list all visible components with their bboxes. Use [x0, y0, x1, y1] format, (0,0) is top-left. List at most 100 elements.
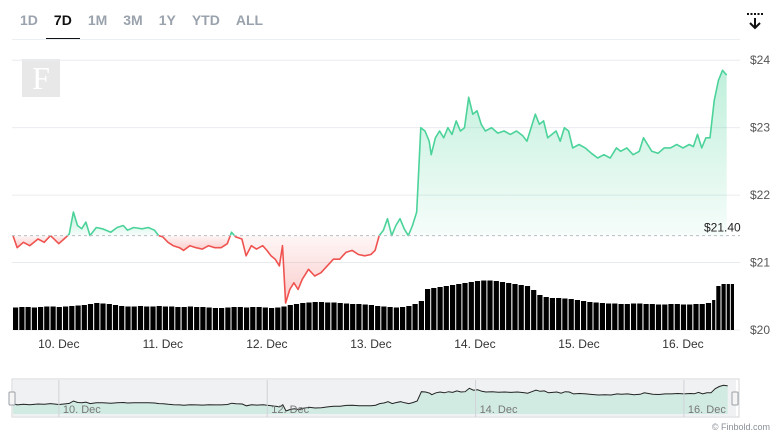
volume-bar: [206, 307, 212, 330]
volume-bar: [400, 307, 406, 330]
volume-bar: [25, 307, 31, 330]
tab-1m[interactable]: 1M: [87, 12, 108, 28]
volume-bar: [131, 306, 137, 330]
volume-bar: [325, 302, 331, 330]
volume-bar: [556, 298, 562, 330]
volume-bar: [493, 281, 499, 330]
volume-bar: [181, 307, 187, 330]
volume-bar: [474, 281, 481, 330]
down-area: [50, 235, 68, 244]
y-tick-label: $22: [750, 188, 770, 202]
volume-bar: [406, 306, 412, 330]
up-line: [229, 231, 236, 237]
tab-1y[interactable]: 1Y: [158, 12, 176, 28]
price-areas: [13, 70, 727, 303]
volume-bar: [537, 295, 543, 330]
volume-bar: [606, 303, 612, 330]
tab-1d[interactable]: 1D: [20, 12, 38, 28]
volume-bar: [212, 308, 218, 330]
volume-bar: [568, 299, 574, 330]
volume-bar: [262, 307, 268, 330]
volume-bar: [150, 306, 156, 330]
x-tick-label: 13. Dec: [350, 337, 391, 351]
volume-bar: [562, 298, 568, 330]
volume-bar: [56, 307, 62, 330]
volume-bar: [50, 306, 56, 330]
volume-bar: [726, 284, 730, 330]
finbold-logo: F: [22, 59, 60, 97]
volume-bar: [418, 301, 424, 330]
timeframe-tabs: 1D 7D 1M 3M 1Y YTD ALL: [12, 0, 271, 40]
volume-bar: [44, 306, 50, 330]
volume-bar: [337, 303, 343, 330]
volume-bar: [281, 306, 287, 330]
volume-bar: [524, 286, 531, 330]
volume-bar: [63, 306, 69, 330]
up-line: [378, 69, 728, 237]
volume-bar: [144, 306, 150, 330]
volume-bar: [331, 302, 337, 330]
volume-bar: [137, 306, 144, 330]
volume-bar: [518, 285, 524, 330]
volume-bar: [106, 304, 112, 330]
volume-bar: [356, 304, 362, 330]
volume-bar: [275, 307, 281, 330]
download-icon[interactable]: [744, 10, 766, 32]
volume-bar: [487, 280, 493, 330]
volume-bar: [499, 282, 506, 330]
volume-bar: [549, 298, 555, 330]
volume-bar: [631, 303, 637, 330]
volume-bar: [506, 283, 512, 330]
volume-bar: [599, 303, 605, 330]
volume-bar: [125, 306, 131, 330]
volume-bar: [593, 302, 599, 330]
y-tick-label: $21: [750, 256, 770, 270]
volume-bar: [194, 307, 200, 330]
x-axis-labels: 10. Dec 11. Dec 12. Dec 13. Dec 14. Dec 15. D…: [38, 337, 704, 351]
volume-bar: [38, 307, 44, 330]
tab-all[interactable]: ALL: [235, 12, 264, 28]
y-tick-label: $24: [750, 53, 770, 67]
volume-bar: [187, 306, 193, 330]
volume-bar: [662, 304, 668, 330]
volume-bar: [699, 304, 705, 330]
tab-ytd[interactable]: YTD: [191, 12, 220, 28]
volume-bars: [13, 280, 734, 330]
volume-bar: [375, 306, 381, 330]
x-tick-label: 11. Dec: [143, 337, 183, 351]
volume-bar: [287, 305, 293, 330]
volume-bar: [712, 300, 716, 330]
navigator-tick-label: 16. Dec: [688, 404, 726, 416]
volume-bar: [368, 305, 374, 330]
navigator[interactable]: 10. Dec 12. Dec 14. Dec 16. Dec: [8, 378, 740, 418]
volume-bar: [350, 304, 356, 330]
volume-bar: [19, 307, 25, 330]
navigator-selection[interactable]: [12, 380, 736, 417]
logo-letter: F: [32, 60, 50, 96]
volume-bar: [119, 306, 125, 330]
navigator-fill: [13, 385, 728, 414]
volume-bar: [649, 304, 655, 330]
down-line: [12, 235, 52, 249]
volume-bar: [162, 306, 168, 330]
down-area: [13, 235, 51, 248]
x-tick-label: 14. Dec: [454, 337, 495, 351]
navigator-right-handle[interactable]: [731, 391, 739, 406]
volume-bar: [618, 304, 624, 330]
volume-bar: [69, 306, 75, 330]
navigator-tick-label: 12. Dec: [271, 404, 309, 416]
volume-bar: [393, 307, 399, 330]
y-axis-labels: $20 $21 $22 $23 $24: [750, 53, 770, 337]
volume-bar: [13, 307, 19, 330]
volume-bar: [721, 284, 726, 330]
volume-bar: [387, 307, 393, 330]
volume-bar: [624, 304, 630, 330]
volume-bar: [87, 304, 94, 330]
volume-bar: [716, 286, 721, 330]
navigator-left-handle[interactable]: [8, 391, 16, 406]
volume-bar: [481, 280, 487, 330]
volume-bar: [730, 284, 734, 330]
credit-text: © Finbold.com: [711, 422, 770, 432]
tab-3m[interactable]: 3M: [123, 12, 143, 28]
